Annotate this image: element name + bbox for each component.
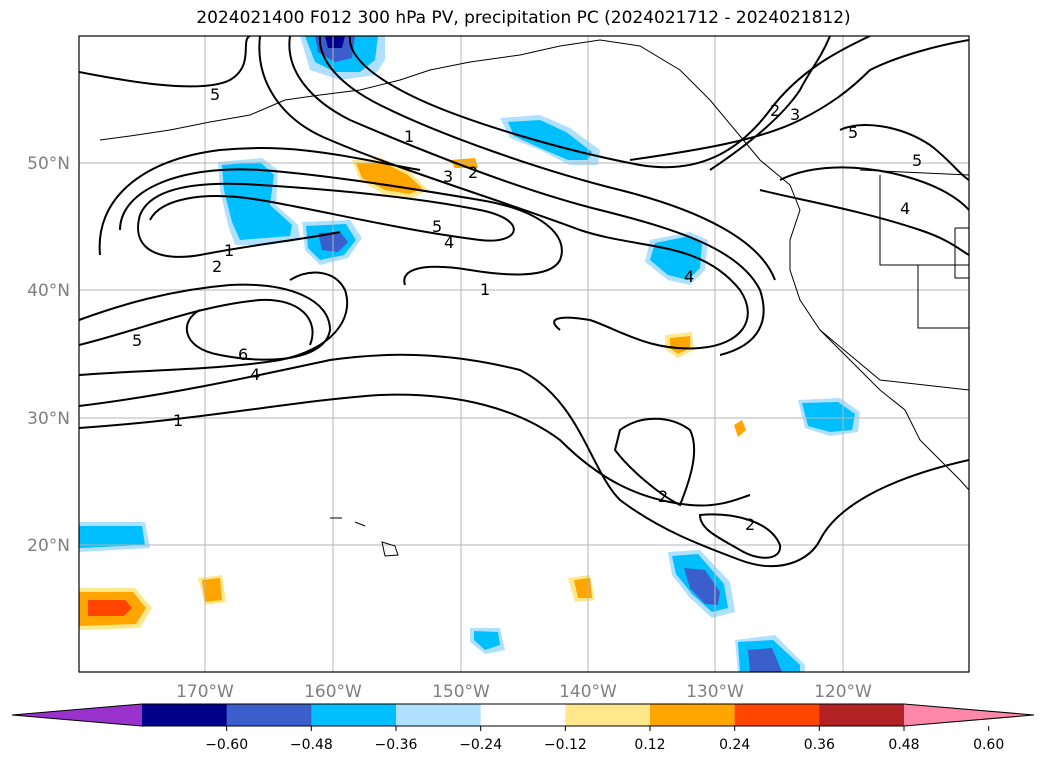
lon-label: 130°W — [686, 682, 744, 702]
contour-label: 5 — [848, 123, 858, 142]
colorbar-tick-label: −0.36 — [375, 737, 418, 753]
colorbar-cell — [480, 704, 566, 726]
colorbar-tick-label: −0.60 — [205, 737, 248, 753]
contour-label: 2 — [658, 487, 668, 506]
colorbar-cell — [226, 704, 312, 726]
colorbar-tick-label: 0.36 — [804, 737, 835, 753]
colorbar-cell — [734, 704, 820, 726]
colorbar-tick-label: 0.60 — [973, 737, 1004, 753]
lon-label: 120°W — [814, 682, 872, 702]
contour-label: 1 — [173, 411, 183, 430]
contour-label: 6 — [238, 345, 248, 364]
contour-label: 3 — [443, 167, 453, 186]
map-frame — [78, 35, 970, 673]
contour-label: 5 — [210, 85, 220, 104]
colorbar-tick-label: 0.12 — [634, 737, 665, 753]
colorbar-tick-label: 0.24 — [719, 737, 750, 753]
pv-contours — [79, 36, 969, 568]
colorbar-tick-label: −0.24 — [459, 737, 502, 753]
colorbar-cell — [565, 704, 651, 726]
lat-label: 30°N — [27, 409, 70, 429]
contour-label: 4 — [684, 267, 694, 286]
lon-label: 170°W — [176, 682, 234, 702]
colorbar-extend-min — [12, 704, 142, 726]
lat-label: 40°N — [27, 281, 70, 301]
contour-label: 5 — [432, 217, 442, 236]
contour-label: 1 — [404, 127, 414, 146]
lat-label: 50°N — [27, 154, 70, 174]
colorbar-tick-label: −0.48 — [290, 737, 333, 753]
figure-title: 2024021400 F012 300 hPa PV, precipitatio… — [196, 8, 851, 28]
colorbar-cell — [650, 704, 736, 726]
colorbar-tick-label: −0.12 — [544, 737, 587, 753]
contour-label: 2 — [212, 257, 222, 276]
longitude-labels: 170°W 160°W 150°W 140°W 130°W 120°W — [176, 682, 872, 702]
contour-label: 3 — [790, 105, 800, 124]
contour-label: 4 — [250, 365, 260, 384]
lon-label: 160°W — [304, 682, 362, 702]
contour-label: 1 — [480, 280, 490, 299]
contour-label: 1 — [224, 241, 234, 260]
colorbar-cell — [819, 704, 905, 726]
colorbar: −0.60 −0.48 −0.36 −0.24 −0.12 0.12 0.24 0.36 0.4… — [11, 703, 1035, 753]
contour-label: 2 — [745, 515, 755, 534]
latitude-labels: 50°N 40°N 30°N 20°N — [27, 154, 70, 556]
lon-label: 140°W — [559, 682, 617, 702]
contour-label: 5 — [912, 151, 922, 170]
colorbar-cell — [311, 704, 397, 726]
contour-label: 4 — [444, 233, 454, 252]
contour-label: 4 — [900, 199, 910, 218]
lat-label: 20°N — [27, 536, 70, 556]
colorbar-tick-label: 0.48 — [888, 737, 919, 753]
contour-label: 2 — [770, 101, 780, 120]
colorbar-cell — [142, 704, 228, 726]
colorbar-outline — [11, 703, 1035, 727]
contour-label: 5 — [132, 331, 142, 350]
colorbar-extend-max — [904, 704, 1034, 726]
contour-label: 2 — [468, 163, 478, 182]
lon-label: 150°W — [432, 682, 490, 702]
contour-labels: 5 1 3 2 5 4 1 2 1 5 6 4 1 4 2 3 5 5 4 2 … — [132, 85, 922, 534]
colorbar-cell — [396, 704, 482, 726]
